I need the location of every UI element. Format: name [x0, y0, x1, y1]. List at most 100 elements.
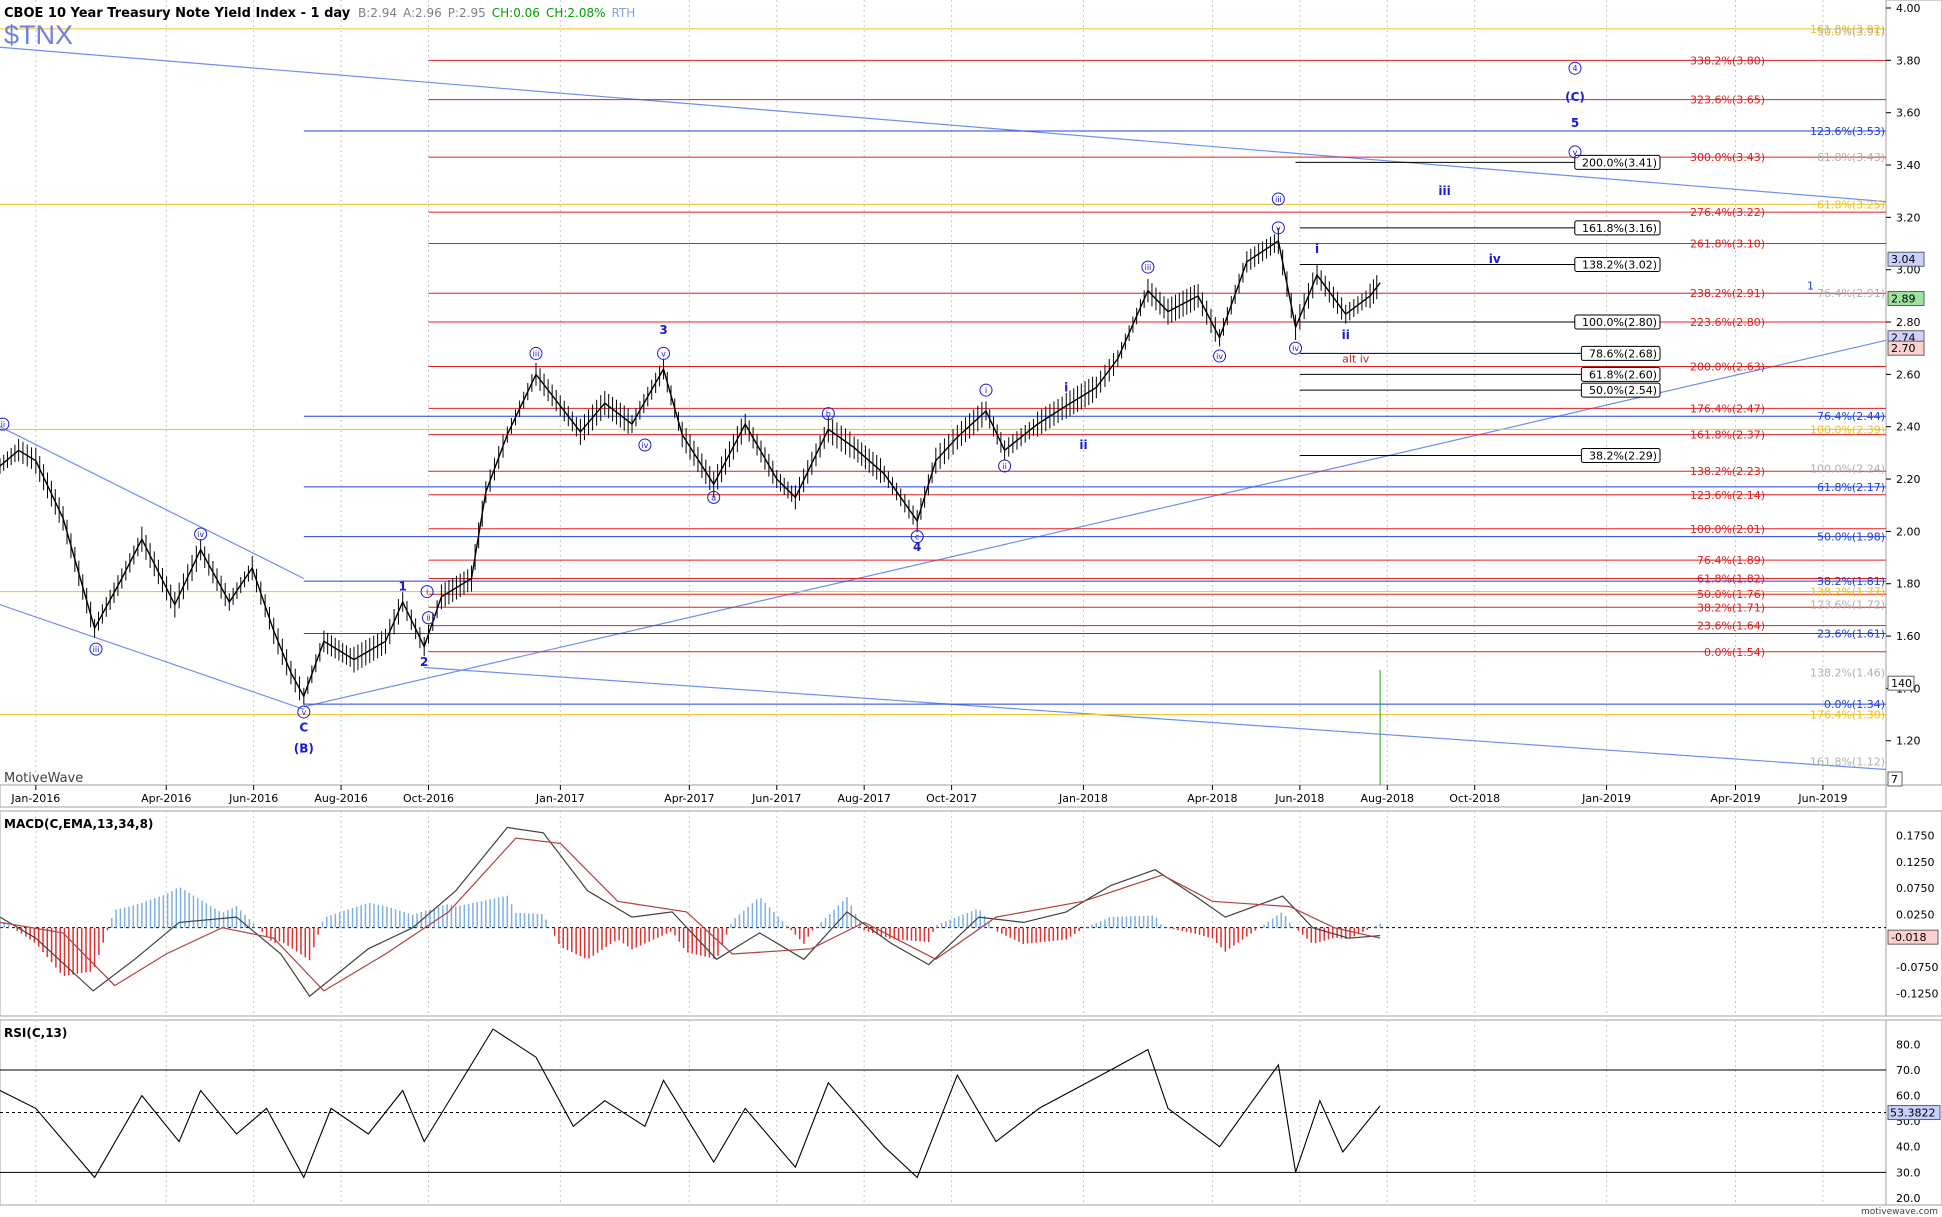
symbol-label: $TNX	[4, 20, 73, 50]
x-tick-label: Apr-2016	[141, 792, 191, 805]
macd-value-label: -0.018	[1891, 931, 1926, 944]
fib-box	[1574, 314, 1661, 330]
fib-label-faded: 123.6%(1.72)	[1810, 599, 1885, 612]
quote-stat: CH:2.08%	[546, 6, 606, 20]
wave-label: 3	[659, 323, 667, 337]
macd-title: MACD(C,EMA,13,34,8)	[4, 817, 153, 831]
alt-wave-label: alt iv	[1342, 353, 1370, 366]
quote-stat: CH:0.06	[492, 6, 540, 20]
fib-label-red: 223.6%(2.80)	[1690, 316, 1765, 329]
macd-tick-label: 0.0250	[1896, 909, 1935, 922]
y-tick-label: 2.00	[1896, 525, 1921, 538]
macd-panel[interactable]	[0, 810, 1887, 1017]
fib-label-red: 176.4%(2.47)	[1690, 402, 1765, 415]
fib-label-red: 238.2%(2.91)	[1690, 287, 1765, 300]
wave-label: C	[299, 721, 308, 735]
wave-label: iv	[641, 441, 648, 450]
chart-title: CBOE 10 Year Treasury Note Yield Index -…	[4, 6, 351, 21]
x-tick-label: Apr-2019	[1710, 792, 1760, 805]
wave-circle	[1271, 221, 1285, 235]
date-axis	[0, 784, 1887, 808]
fib-label-faded: 61.8%(3.43)	[1817, 151, 1885, 164]
trend-lines	[0, 46, 1887, 771]
wave-label: 2	[420, 655, 428, 669]
wave-circle	[89, 642, 103, 656]
price-axis-box	[1887, 290, 1925, 306]
trend-line	[0, 604, 305, 710]
wave-circle	[420, 585, 434, 599]
rsi-value-box	[1887, 1105, 1941, 1121]
wave-label: 4	[1572, 64, 1577, 73]
x-tick-label: Jan-2016	[10, 792, 60, 805]
fib-label-red: 138.2%(2.23)	[1690, 465, 1765, 478]
fib-box	[1580, 447, 1661, 463]
fib-label-gold: 176.4%(1.30)	[1810, 709, 1885, 722]
wave-label: iii	[1275, 195, 1282, 204]
wave-label: (C)	[1565, 90, 1585, 104]
fib-box	[1574, 256, 1661, 272]
wave-label: 1	[399, 579, 407, 593]
y-tick-label: 3.80	[1896, 54, 1921, 67]
fib-label-marker: 1	[1807, 279, 1814, 292]
y-tick-label: 3.40	[1896, 159, 1921, 172]
fib-label-red: 0.0%(1.54)	[1704, 646, 1765, 659]
fib-label-red: 161.8%(2.37)	[1690, 429, 1765, 442]
wave-label: (B)	[294, 742, 314, 756]
wave-label: iii	[1438, 184, 1450, 198]
x-tick-label: Oct-2017	[926, 792, 977, 805]
wave-label: iii	[93, 645, 100, 654]
wave-circle	[1289, 341, 1303, 355]
macd-series	[0, 826, 1886, 998]
watermark: MotiveWave	[4, 771, 83, 786]
wave-label: v	[661, 349, 666, 358]
wave-circle	[297, 705, 311, 719]
fib-label-gold: 61.8%(3.25)	[1817, 198, 1885, 211]
price-axis-box	[1887, 251, 1925, 267]
macd-tick-label: 0.1750	[1896, 829, 1935, 842]
wave-circle	[1141, 260, 1155, 274]
wave-circle	[979, 383, 993, 397]
wave-circle	[1213, 349, 1227, 363]
fib-label-red: 50.0%(1.76)	[1697, 588, 1765, 601]
x-tick-label: Apr-2017	[664, 792, 714, 805]
y-box	[1887, 675, 1915, 691]
y-tick-label: 2.40	[1896, 421, 1921, 434]
y-tick-label: 3.60	[1896, 107, 1921, 120]
wave-label: iv	[1292, 344, 1299, 353]
fib-label-blue: 76.4%(2.44)	[1817, 410, 1885, 423]
fib-box	[1574, 154, 1661, 170]
x-box-label: 7	[1891, 773, 1898, 786]
y-box-label: 140	[1891, 677, 1912, 690]
quote-stat: B:2.94	[358, 6, 397, 20]
x-tick-label: Aug-2016	[314, 792, 367, 805]
rsi-series	[0, 1028, 1886, 1179]
wave-label: iv	[1216, 352, 1223, 361]
rsi-tick-label: 70.0	[1896, 1064, 1921, 1077]
fib-label-red: 323.6%(3.65)	[1690, 94, 1765, 107]
price-axis-box	[1887, 340, 1925, 356]
rsi-tick-label: 30.0	[1896, 1166, 1921, 1179]
fib-label-red: 38.2%(1.71)	[1697, 601, 1765, 614]
fib-label-faded: 161.8%(1.12)	[1810, 756, 1885, 769]
fib-label-red: 123.6%(2.14)	[1690, 489, 1765, 502]
price-axis-box-label: 2.70	[1891, 342, 1916, 355]
fib-label-faded: 50.0%(3.91)	[1817, 26, 1885, 39]
y-tick-label: 2.80	[1896, 316, 1921, 329]
wave-label: ii	[1342, 328, 1350, 342]
y-tick-label: 1.20	[1896, 735, 1921, 748]
wave-circle	[1271, 192, 1285, 206]
x-tick-label: Aug-2017	[837, 792, 890, 805]
macd-line	[0, 837, 1381, 992]
price-axis[interactable]	[1885, 0, 1942, 786]
fib-label-faded: 100.0%(2.24)	[1810, 463, 1885, 476]
x-tick-label: Jun-2018	[1274, 792, 1324, 805]
wave-label: ii	[1079, 438, 1087, 452]
fib-label-boxed: 100.0%(2.80)	[1582, 316, 1657, 329]
y-tick-label: 3.20	[1896, 211, 1921, 224]
rsi-title: RSI(C,13)	[4, 1026, 67, 1040]
x-tick-label: Apr-2018	[1187, 792, 1237, 805]
footer-url: motivewave.com	[1861, 1207, 1938, 1217]
wave-circle	[1568, 145, 1582, 159]
wave-circle	[529, 346, 543, 360]
